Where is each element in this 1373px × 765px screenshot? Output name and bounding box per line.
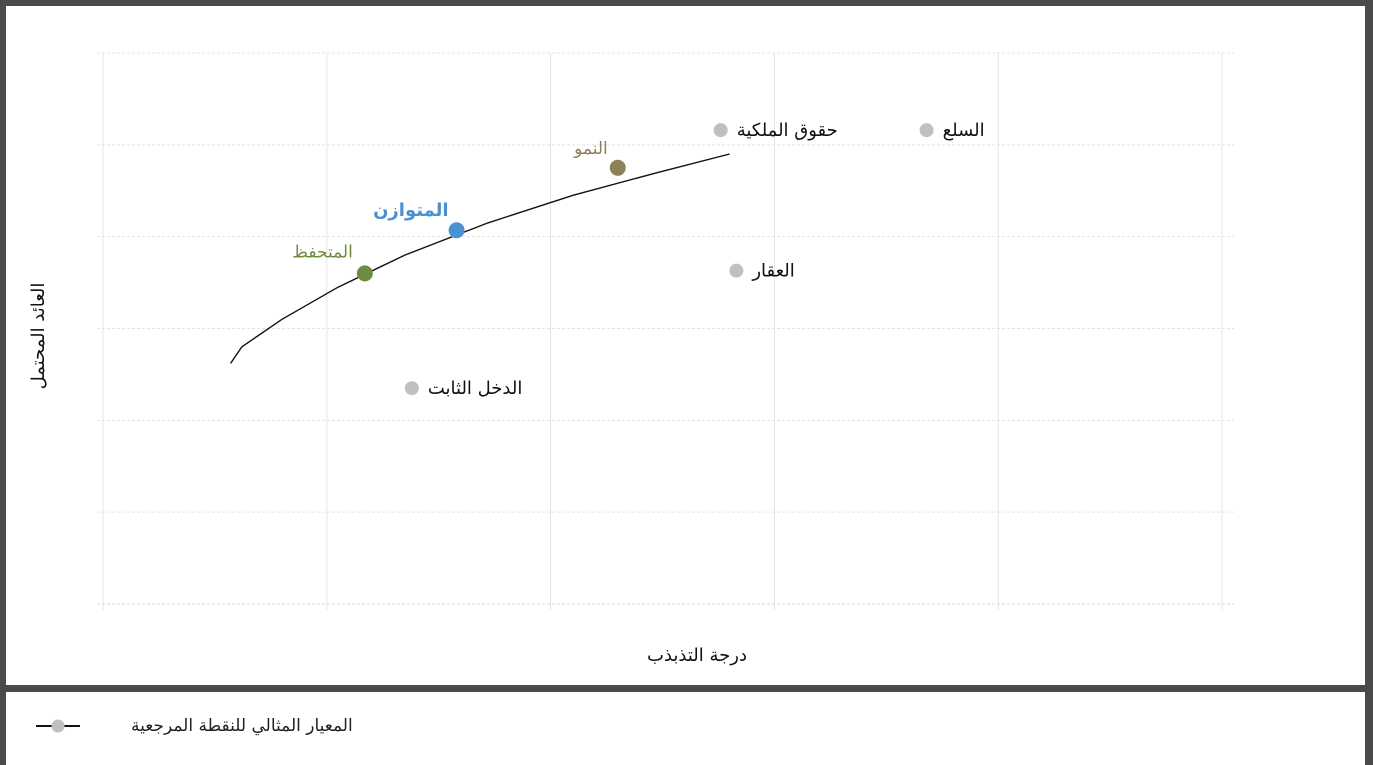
portfolio-label: المتحفظ	[292, 242, 353, 262]
legend-item: المعيار المثالي للنقطة المرجعية	[6, 692, 1365, 765]
portfolio-label: النمو	[573, 139, 608, 159]
benchmark-label: السلع	[943, 120, 985, 141]
legend-swatch	[36, 719, 80, 733]
benchmark-label: العقار	[751, 261, 794, 282]
benchmark-point	[919, 123, 934, 138]
benchmark-label: الدخل الثابت	[428, 378, 523, 399]
portfolio-point	[609, 159, 626, 176]
portfolio-point	[448, 222, 465, 239]
scatter-chart: المتحفظ المتوازن النمو الدخل الثابت العقار حق…	[28, 52, 1234, 666]
portfolio-point	[356, 265, 373, 282]
frontier-curve-layer	[230, 153, 730, 364]
benchmark-point	[404, 381, 419, 396]
y-axis-label: العائد المحتمل	[28, 283, 49, 390]
benchmark-point	[713, 123, 728, 138]
points-layer: المتحفظ المتوازن النمو الدخل الثابت العقار حق…	[292, 120, 984, 399]
chart-panel: المتحفظ المتوازن النمو الدخل الثابت العقار حق…	[6, 6, 1365, 685]
portfolio-label: المتوازن	[373, 200, 449, 221]
x-axis-label: درجة التذبذب	[647, 645, 747, 666]
benchmark-label: حقوق الملكية	[737, 120, 838, 141]
grid	[97, 52, 1234, 610]
legend-label: المعيار المثالي للنقطة المرجعية	[131, 716, 353, 736]
frontier-curve	[230, 153, 730, 364]
benchmark-point	[729, 263, 744, 278]
legend-panel: المعيار المثالي للنقطة المرجعية	[6, 692, 1365, 765]
